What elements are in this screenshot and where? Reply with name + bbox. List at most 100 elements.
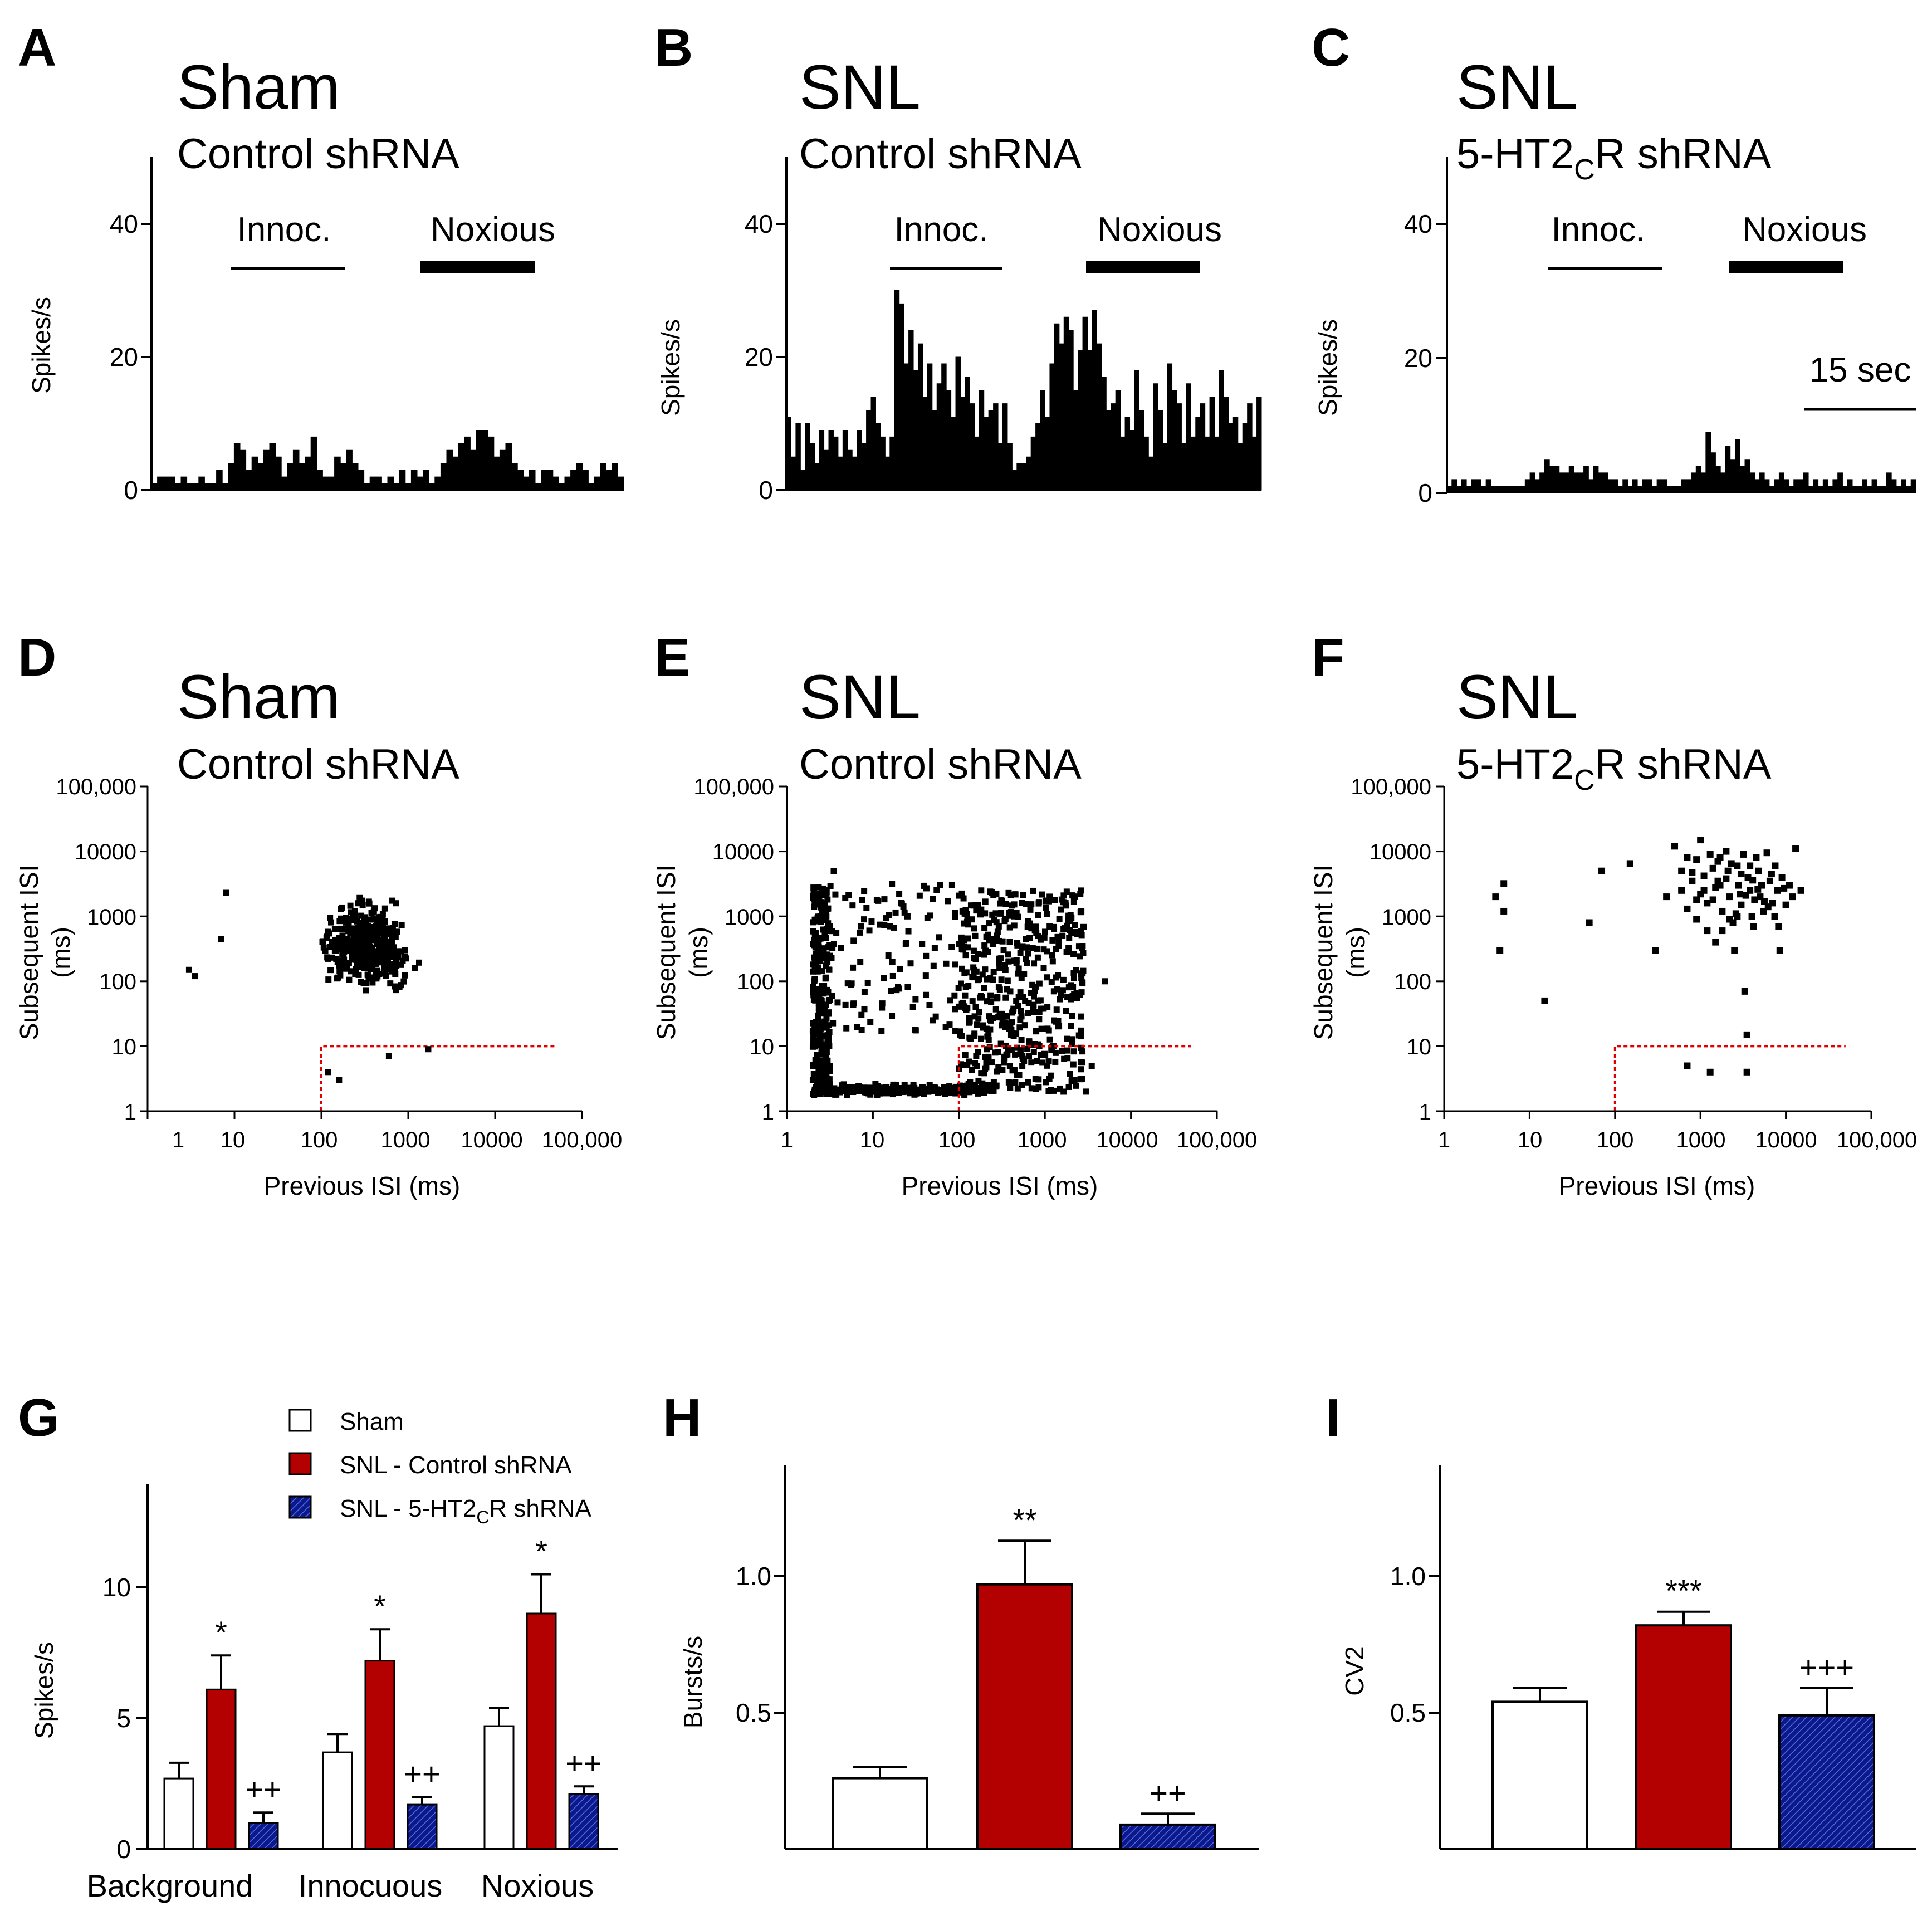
data-point: [393, 956, 399, 963]
bar: [364, 1660, 395, 1850]
data-point: [932, 1084, 938, 1091]
panel-g-bars: * * * ++ ++ ++: [163, 1534, 602, 1850]
data-point: [819, 892, 826, 898]
data-point: [984, 998, 990, 1005]
data-point: [962, 992, 969, 999]
data-point: [1026, 1053, 1033, 1059]
data-point: [822, 975, 829, 982]
data-point: [1023, 901, 1029, 907]
data-point: [813, 1041, 819, 1048]
data-point: [1069, 1036, 1076, 1043]
data-point: [1652, 947, 1659, 954]
data-point: [982, 898, 989, 905]
data-point: [1040, 1005, 1047, 1012]
data-point: [1043, 1079, 1049, 1086]
data-point: [1079, 1059, 1085, 1066]
data-point: [329, 954, 335, 961]
data-point: [1684, 1062, 1691, 1069]
panel-e-ytick: 100,000: [693, 775, 774, 799]
data-point: [832, 891, 839, 898]
data-point: [368, 944, 375, 951]
data-point: [819, 1073, 825, 1079]
data-point: [1726, 893, 1733, 901]
data-point: [958, 934, 965, 941]
data-point: [922, 972, 929, 979]
data-point: [815, 884, 822, 891]
panel-b-ylabel: Spikes/s: [656, 319, 685, 416]
data-point: [1013, 909, 1020, 916]
data-point: [819, 1010, 826, 1017]
data-point: [1034, 954, 1041, 961]
data-point: [388, 941, 394, 948]
data-point: [826, 1029, 833, 1035]
data-point: [819, 1001, 825, 1008]
data-point: [369, 979, 376, 986]
data-point: [1058, 991, 1064, 998]
data-point: [364, 933, 370, 940]
data-point: [339, 932, 346, 939]
data-point: [828, 1085, 835, 1092]
panel-c-ytick: 40: [1404, 209, 1432, 238]
data-point: [398, 961, 404, 968]
data-point: [866, 927, 873, 934]
data-point: [1022, 944, 1029, 951]
data-point: [960, 895, 967, 902]
panel-f-label: F: [1312, 628, 1344, 687]
data-point: [384, 966, 391, 972]
data-point: [832, 1087, 838, 1094]
panel-d-xtick: 100,000: [542, 1128, 623, 1152]
data-point: [1663, 893, 1670, 901]
data-point: [932, 1013, 939, 1020]
data-point: [1005, 1047, 1011, 1053]
data-point: [1017, 989, 1024, 996]
data-point: [1774, 887, 1781, 894]
data-point: [943, 1084, 950, 1091]
data-point: [333, 955, 340, 962]
data-point: [818, 918, 824, 925]
data-point: [990, 969, 997, 975]
data-point: [398, 948, 404, 955]
data-point: [1002, 1013, 1009, 1019]
data-point: [994, 1068, 1000, 1075]
data-point: [1043, 897, 1050, 904]
data-point: [358, 979, 364, 985]
panel-f-ytick: 1: [1419, 1100, 1431, 1125]
panel-a-label: A: [18, 18, 56, 77]
data-point: [848, 980, 855, 987]
data-point: [821, 983, 828, 989]
data-point: [384, 925, 390, 932]
data-point: [814, 917, 821, 923]
data-point: [1781, 884, 1788, 892]
data-point: [332, 937, 339, 944]
data-point: [964, 917, 971, 923]
data-point: [828, 955, 835, 961]
data-point: [982, 910, 989, 917]
data-point: [992, 910, 999, 917]
legend-label-snl-ht2c: SNL - 5-HT2CR shRNA: [340, 1495, 591, 1527]
data-point: [1025, 1079, 1032, 1086]
data-point: [995, 1014, 1001, 1021]
data-point: [376, 914, 383, 921]
data-point: [930, 962, 937, 969]
data-point: [1778, 873, 1786, 881]
data-point: [1684, 854, 1691, 861]
data-point: [343, 940, 350, 946]
data-point: [348, 968, 354, 975]
data-point: [1750, 923, 1757, 930]
data-point: [1055, 1018, 1062, 1024]
data-point: [888, 988, 895, 994]
data-point: [1075, 943, 1082, 950]
data-point: [987, 888, 994, 895]
data-point: [810, 1035, 817, 1042]
data-point: [1005, 951, 1011, 958]
data-point: [1036, 1043, 1043, 1049]
panel-f-ytick: 10000: [1369, 840, 1431, 864]
data-point: [1738, 871, 1745, 878]
data-point: [819, 968, 825, 975]
data-point: [1019, 1082, 1025, 1088]
data-point: [962, 907, 969, 913]
data-point: [873, 1084, 880, 1091]
data-point: [923, 952, 930, 959]
significance-label: ++: [404, 1756, 440, 1791]
data-point: [854, 1024, 860, 1030]
